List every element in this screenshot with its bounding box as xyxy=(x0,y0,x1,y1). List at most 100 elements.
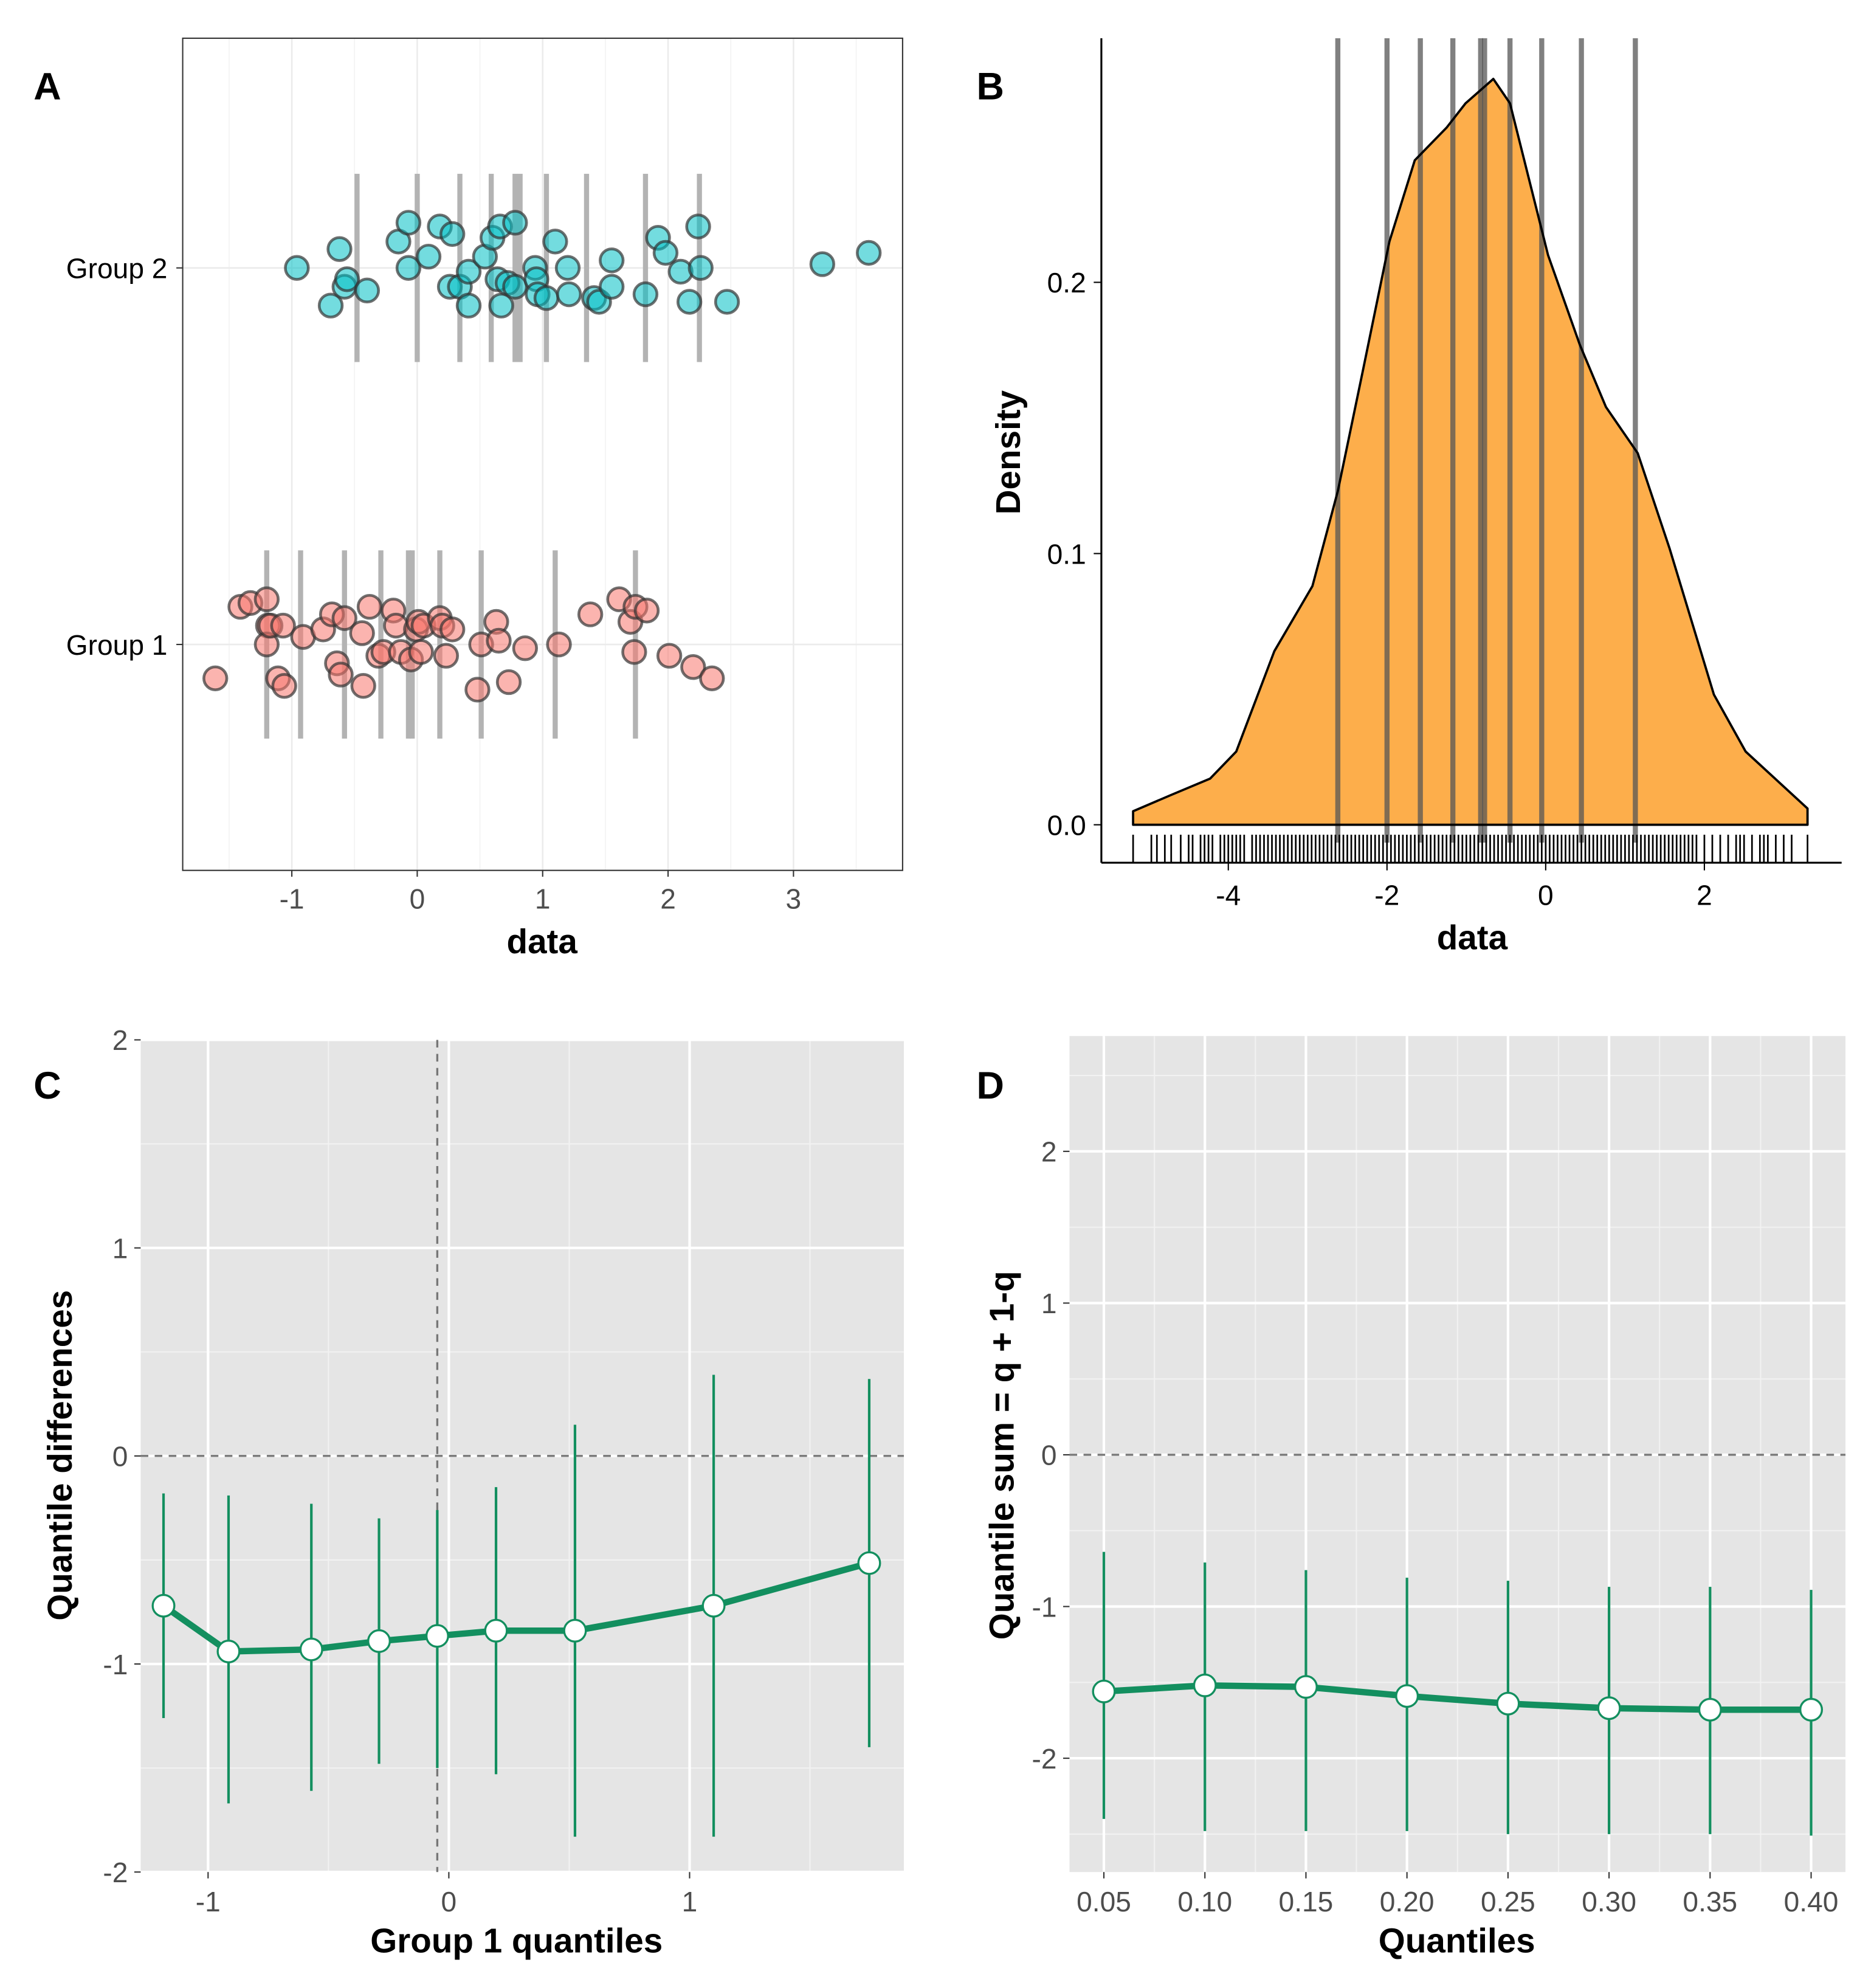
panel-d-x-title: Quantiles xyxy=(1379,1921,1535,1959)
y-tick-label: Group 2 xyxy=(66,252,168,284)
x-tick-label: 2 xyxy=(660,883,676,915)
data-point xyxy=(317,292,344,319)
y-tick-label: -1 xyxy=(103,1649,128,1680)
data-point xyxy=(512,635,539,661)
data-point xyxy=(652,240,679,266)
quantile-point xyxy=(425,1624,449,1648)
panel-c-quantile-differences: -1 0 1 -2 -1 0 1 2 xyxy=(103,1024,904,1917)
data-point xyxy=(502,210,528,236)
data-point xyxy=(556,281,582,308)
data-point xyxy=(542,229,568,255)
quantile-point xyxy=(367,1629,391,1653)
data-point xyxy=(577,601,604,627)
quantile-point xyxy=(299,1637,323,1662)
quantile-point xyxy=(701,1593,726,1618)
panel-letter-a: A xyxy=(33,65,61,108)
data-point xyxy=(439,221,466,247)
panel-b-x-title: data xyxy=(1437,919,1508,957)
data-point xyxy=(546,631,572,658)
y-tick-label: -2 xyxy=(1032,1743,1057,1775)
x-tick-label: 0 xyxy=(410,883,425,915)
y-tick-label: 0 xyxy=(112,1441,128,1472)
data-point xyxy=(253,586,280,612)
panel-letter-d: D xyxy=(976,1065,1004,1107)
quantile-point xyxy=(1395,1684,1419,1708)
x-tick-label: 0.25 xyxy=(1481,1886,1535,1917)
data-point xyxy=(699,665,725,691)
x-tick-label: -4 xyxy=(1216,879,1241,911)
data-point xyxy=(495,669,522,695)
y-tick-label: -1 xyxy=(1032,1591,1057,1623)
data-point xyxy=(533,285,560,311)
quantile-point xyxy=(484,1618,508,1643)
data-point xyxy=(687,255,714,281)
data-point xyxy=(680,654,706,680)
data-point xyxy=(328,661,354,688)
data-point xyxy=(856,240,882,266)
x-tick-label: 0.35 xyxy=(1683,1886,1737,1917)
x-tick-label: -1 xyxy=(280,883,305,915)
quantile-line xyxy=(1103,1682,1811,1713)
x-tick-label: 0.20 xyxy=(1380,1886,1435,1917)
x-tick-label: 0.30 xyxy=(1582,1886,1636,1917)
panel-letter-b: B xyxy=(976,65,1004,108)
x-tick-label: 2 xyxy=(1697,879,1712,911)
data-point xyxy=(455,258,482,285)
x-tick-label: -2 xyxy=(1374,879,1399,911)
y-tick-label: 1 xyxy=(1041,1288,1057,1319)
data-point xyxy=(356,593,383,620)
data-point xyxy=(350,673,376,699)
data-point xyxy=(599,247,625,274)
data-point xyxy=(270,612,296,639)
y-tick-label: 0.2 xyxy=(1047,267,1086,299)
quantile-point xyxy=(1193,1673,1217,1697)
data-point xyxy=(202,665,229,691)
x-tick-label: 0.40 xyxy=(1784,1886,1839,1917)
data-point xyxy=(809,251,836,277)
data-point xyxy=(395,255,422,281)
quantile-point xyxy=(1698,1697,1722,1722)
quantile-point xyxy=(1597,1696,1621,1721)
data-point xyxy=(284,255,310,281)
x-tick-label: 0 xyxy=(441,1886,457,1917)
x-tick-label: 0 xyxy=(1538,879,1554,911)
y-tick-label: 2 xyxy=(112,1024,128,1056)
data-point xyxy=(334,266,360,292)
data-point xyxy=(599,274,625,300)
x-tick-label: 3 xyxy=(786,883,802,915)
data-point xyxy=(502,274,528,300)
quantile-point xyxy=(1799,1697,1824,1722)
density-curve xyxy=(1132,77,1809,826)
data-point xyxy=(408,639,434,665)
data-point xyxy=(271,673,297,699)
data-point xyxy=(464,677,491,703)
y-tick-label: 0.1 xyxy=(1047,538,1086,570)
x-tick-label: -1 xyxy=(196,1886,221,1917)
data-point xyxy=(433,643,460,669)
data-point xyxy=(714,289,740,315)
data-point xyxy=(326,236,353,262)
y-tick-label: 0.0 xyxy=(1047,809,1086,841)
quantile-point xyxy=(216,1640,241,1664)
data-point xyxy=(439,616,466,643)
panel-c-y-title: Quantile differences xyxy=(41,1290,79,1621)
data-point xyxy=(676,289,703,315)
data-point xyxy=(633,598,660,624)
data-point xyxy=(621,639,647,665)
data-point xyxy=(415,243,442,270)
x-tick-label: 1 xyxy=(682,1886,698,1917)
panel-d-y-title: Quantile sum = q + 1-q xyxy=(982,1271,1021,1640)
quantile-point xyxy=(563,1618,587,1643)
y-tick-label: -2 xyxy=(103,1857,128,1888)
data-point xyxy=(455,292,482,319)
data-point xyxy=(656,643,683,669)
quantile-point xyxy=(1496,1691,1520,1716)
panel-a-x-title: data xyxy=(507,922,578,961)
panel-b-y-title: Density xyxy=(989,390,1027,514)
data-point xyxy=(395,210,422,236)
data-point xyxy=(685,213,711,240)
x-tick-label: 0.05 xyxy=(1077,1886,1131,1917)
y-tick-label: 0 xyxy=(1041,1440,1057,1471)
data-point xyxy=(354,277,381,304)
